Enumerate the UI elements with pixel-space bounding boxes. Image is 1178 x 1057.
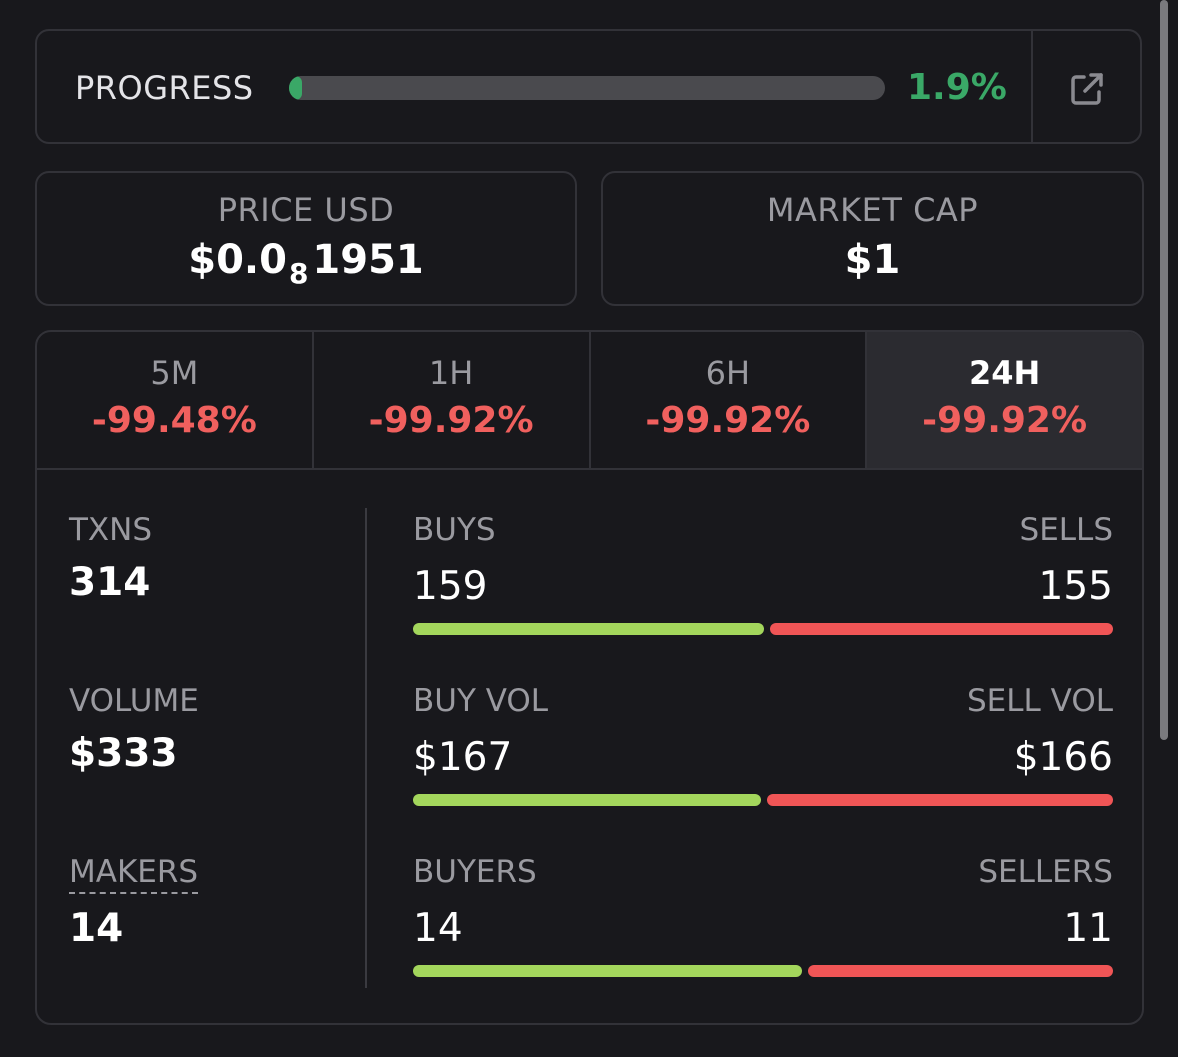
- buy-bar: [413, 965, 802, 977]
- makers-metric: MAKERS 14: [69, 854, 329, 951]
- price-zero-count: 8: [288, 257, 309, 290]
- price-value-prefix: $0.0: [188, 237, 287, 283]
- tab-6h[interactable]: 6H -99.92%: [591, 332, 868, 468]
- makers-value: 14: [69, 906, 124, 951]
- tab-24h[interactable]: 24H -99.92%: [867, 332, 1142, 468]
- buys-value: 159: [413, 564, 488, 609]
- tab-label: 1H: [428, 354, 474, 392]
- tab-change: -99.48%: [91, 400, 257, 441]
- makers-split-bar: [413, 965, 1113, 977]
- sell-bar: [807, 965, 1113, 977]
- volume-value: $333: [69, 731, 178, 776]
- tab-1h[interactable]: 1H -99.92%: [314, 332, 591, 468]
- tab-change: -99.92%: [645, 400, 811, 441]
- sells-label: SELLS: [1019, 512, 1113, 548]
- timeframe-tabs: 5M -99.48% 1H -99.92% 6H -99.92% 24H -99…: [37, 332, 1142, 470]
- progress-value: 1.9%: [907, 67, 1007, 108]
- buys-label: BUYS: [413, 512, 496, 548]
- makers-split-row: BUYERS SELLERS 14 11: [413, 854, 1113, 977]
- sellers-label: SELLERS: [978, 854, 1113, 890]
- market-cap-label: MARKET CAP: [766, 191, 979, 229]
- price-value: $0.08 1951: [37, 237, 575, 290]
- price-value-suffix: 1951: [312, 237, 424, 283]
- sell-bar: [767, 794, 1113, 806]
- tab-label: 5M: [150, 354, 199, 392]
- divider: [365, 508, 367, 988]
- progress-bar: [289, 76, 885, 100]
- buy-bar: [413, 794, 762, 806]
- progress-label: PROGRESS: [75, 69, 254, 107]
- txns-label: TXNS: [69, 512, 153, 548]
- stats-panel: 5M -99.48% 1H -99.92% 6H -99.92% 24H -99…: [35, 330, 1144, 1025]
- volume-metric: VOLUME $333: [69, 683, 329, 776]
- tab-5m[interactable]: 5M -99.48%: [37, 332, 314, 468]
- buyers-value: 14: [413, 906, 463, 951]
- txns-metric: TXNS 314: [69, 512, 329, 605]
- sellers-value: 11: [1063, 906, 1113, 951]
- volume-split-row: BUY VOL SELL VOL $167 $166: [413, 683, 1113, 806]
- buys-sells-bar: [413, 623, 1113, 635]
- sell-vol-value: $166: [1013, 735, 1113, 780]
- volume-split-bar: [413, 794, 1113, 806]
- scrollbar[interactable]: [1160, 0, 1168, 740]
- progress-card: PROGRESS 1.9%: [35, 29, 1142, 144]
- buyers-label: BUYERS: [413, 854, 537, 890]
- tab-label: 6H: [705, 354, 751, 392]
- makers-label[interactable]: MAKERS: [69, 854, 199, 894]
- buy-bar: [413, 623, 765, 635]
- sell-vol-label: SELL VOL: [967, 683, 1113, 719]
- price-label: PRICE USD: [217, 191, 395, 229]
- market-cap-card: MARKET CAP $1: [601, 171, 1144, 306]
- buys-sells-row: BUYS SELLS 159 155: [413, 512, 1113, 635]
- volume-label: VOLUME: [69, 683, 199, 719]
- price-card: PRICE USD $0.08 1951: [35, 171, 577, 306]
- market-cap-value: $1: [844, 237, 901, 283]
- txns-value: 314: [69, 560, 151, 605]
- buy-vol-label: BUY VOL: [413, 683, 549, 719]
- sell-bar: [770, 623, 1113, 635]
- divider: [1031, 31, 1033, 142]
- tab-change: -99.92%: [368, 400, 534, 441]
- progress-bar-fill: [289, 76, 303, 100]
- tab-label: 24H: [968, 354, 1041, 392]
- buy-vol-value: $167: [413, 735, 513, 780]
- tab-change: -99.92%: [922, 400, 1088, 441]
- sells-value: 155: [1038, 564, 1113, 609]
- external-link-icon[interactable]: [1067, 69, 1107, 109]
